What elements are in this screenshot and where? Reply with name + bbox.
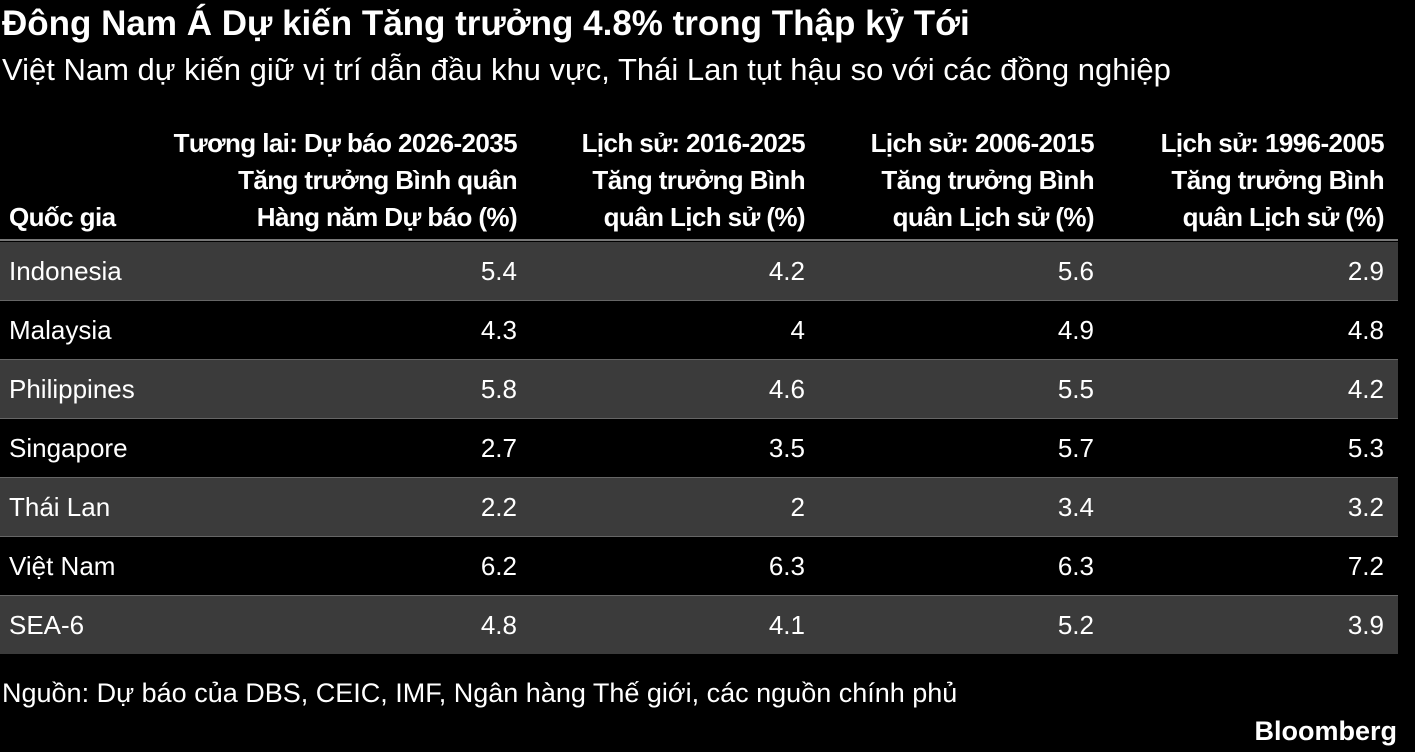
- cell-value: 7.2: [1347, 551, 1384, 581]
- cell-value: 4.9: [1057, 315, 1094, 345]
- cell-value: 2: [790, 492, 805, 522]
- table-row: Thái Lan 2.2 2 3.4 3.2: [0, 478, 1398, 536]
- row-rule: [0, 536, 1398, 537]
- cell-value: 3.9: [1347, 610, 1384, 640]
- column-header: Quốc gia: [9, 202, 116, 232]
- row-rule: [0, 418, 1398, 419]
- column-header: Hàng năm Dự báo (%): [256, 202, 518, 232]
- cell-value: 4.2: [1347, 374, 1384, 404]
- cell-value: 5.4: [480, 256, 517, 286]
- cell-value: 2.2: [480, 492, 517, 522]
- cell-value: 5.5: [1057, 374, 1094, 404]
- cell-value: 6.3: [1057, 551, 1094, 581]
- cell-value: 6.3: [768, 551, 805, 581]
- cell-value: 2.9: [1347, 256, 1384, 286]
- column-header: quân Lịch sử (%): [603, 202, 806, 232]
- cell-value: 4.6: [768, 374, 805, 404]
- row-label: Philippines: [9, 374, 135, 404]
- cell-value: 4.1: [768, 610, 805, 640]
- cell-value: 4.8: [1347, 315, 1384, 345]
- table-row: Malaysia 4.3 4 4.9 4.8: [0, 301, 1398, 359]
- cell-value: 5.8: [480, 374, 517, 404]
- row-rule: [0, 477, 1398, 478]
- table-row: SEA-6 4.8 4.1 5.2 3.9: [0, 596, 1398, 654]
- cell-value: 3.2: [1347, 492, 1384, 522]
- cell-value: 4.8: [480, 610, 517, 640]
- cell-value: 2.7: [480, 433, 517, 463]
- header-rule: [0, 239, 1398, 241]
- cell-value: 5.2: [1057, 610, 1094, 640]
- row-label: Singapore: [9, 433, 128, 463]
- cell-value: 4.2: [768, 256, 805, 286]
- cell-value: 3.5: [768, 433, 805, 463]
- cell-value: 5.6: [1057, 256, 1094, 286]
- column-header: Lịch sử: 2006-2015: [870, 128, 1095, 158]
- cell-value: 5.7: [1057, 433, 1094, 463]
- cell-value: 6.2: [480, 551, 517, 581]
- row-label: Indonesia: [9, 256, 122, 286]
- column-header: Tăng trưởng Bình quân: [238, 165, 518, 195]
- brand: Bloomberg: [1254, 716, 1397, 746]
- row-label: SEA-6: [9, 610, 85, 640]
- column-header: quân Lịch sử (%): [892, 202, 1095, 232]
- table-row: Singapore 2.7 3.5 5.7 5.3: [0, 419, 1398, 477]
- row-label: Việt Nam: [9, 551, 116, 581]
- column-header: quân Lịch sử (%): [1182, 202, 1385, 232]
- cell-value: 4.3: [480, 315, 517, 345]
- column-header: Tăng trưởng Bình: [592, 165, 805, 195]
- title: Đông Nam Á Dự kiến Tăng trưởng 4.8% tron…: [2, 4, 970, 43]
- subtitle: Việt Nam dự kiến giữ vị trí dẫn đầu khu …: [2, 52, 1171, 87]
- row-rule: [0, 359, 1398, 360]
- table-row: Việt Nam 6.2 6.3 6.3 7.2: [0, 537, 1398, 595]
- cell-value: 5.3: [1347, 433, 1384, 463]
- row-label: Malaysia: [9, 315, 112, 345]
- cell-value: 3.4: [1057, 492, 1094, 522]
- column-header: Tăng trưởng Bình: [881, 165, 1094, 195]
- column-header: Lịch sử: 1996-2005: [1160, 128, 1385, 158]
- source-note: Nguồn: Dự báo của DBS, CEIC, IMF, Ngân h…: [2, 678, 958, 708]
- row-rule: [0, 595, 1398, 596]
- cell-value: 4: [790, 315, 805, 345]
- row-rule: [0, 300, 1398, 301]
- column-header: Tăng trưởng Bình: [1171, 165, 1384, 195]
- row-label: Thái Lan: [9, 492, 111, 522]
- table-row: Indonesia 5.4 4.2 5.6 2.9: [0, 242, 1398, 300]
- column-header: Tương lai: Dự báo 2026-2035: [173, 128, 518, 158]
- table-row: Philippines 5.8 4.6 5.5 4.2: [0, 360, 1398, 418]
- column-header: Lịch sử: 2016-2025: [581, 128, 806, 158]
